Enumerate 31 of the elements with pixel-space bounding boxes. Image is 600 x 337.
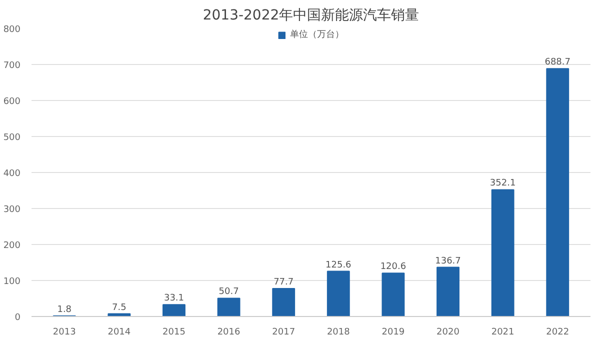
data-label: 50.7	[218, 287, 239, 298]
x-tick-label: 2018	[326, 328, 350, 337]
data-label: 352.1	[490, 178, 516, 189]
legend-label: 单位（万台）	[290, 28, 344, 41]
x-tick-label: 2020	[436, 328, 460, 337]
y-tick-label: 100	[3, 277, 21, 287]
x-tick-label: 2013	[52, 328, 76, 337]
y-tick-label: 0	[14, 313, 21, 323]
data-label: 1.8	[57, 304, 72, 315]
y-tick-label: 200	[3, 241, 21, 251]
y-tick-label: 800	[3, 25, 21, 35]
chart-title: 2013-2022年中国新能源汽车销量	[202, 8, 420, 24]
x-tick-label: 2022	[546, 328, 570, 337]
data-label: 136.7	[435, 256, 461, 266]
y-tick-label: 500	[3, 133, 21, 143]
y-tick-label: 400	[3, 169, 21, 179]
y-tick-label: 600	[3, 97, 21, 107]
x-tick-label: 2014	[108, 328, 131, 337]
data-label: 688.7	[544, 58, 570, 68]
data-label: 77.7	[274, 278, 294, 288]
x-tick-label: 2015	[162, 328, 186, 337]
data-label: 125.6	[326, 260, 352, 270]
x-tick-label: 2021	[491, 328, 514, 337]
data-label: 33.1	[164, 294, 184, 304]
data-label: 120.6	[380, 262, 406, 272]
y-tick-label: 300	[3, 205, 21, 215]
x-tick-label: 2019	[382, 328, 405, 337]
data-label: 7.5	[112, 302, 126, 313]
x-tick-label: 2017	[272, 328, 296, 337]
x-tick-label: 2016	[217, 328, 241, 337]
y-tick-label: 700	[3, 61, 21, 71]
